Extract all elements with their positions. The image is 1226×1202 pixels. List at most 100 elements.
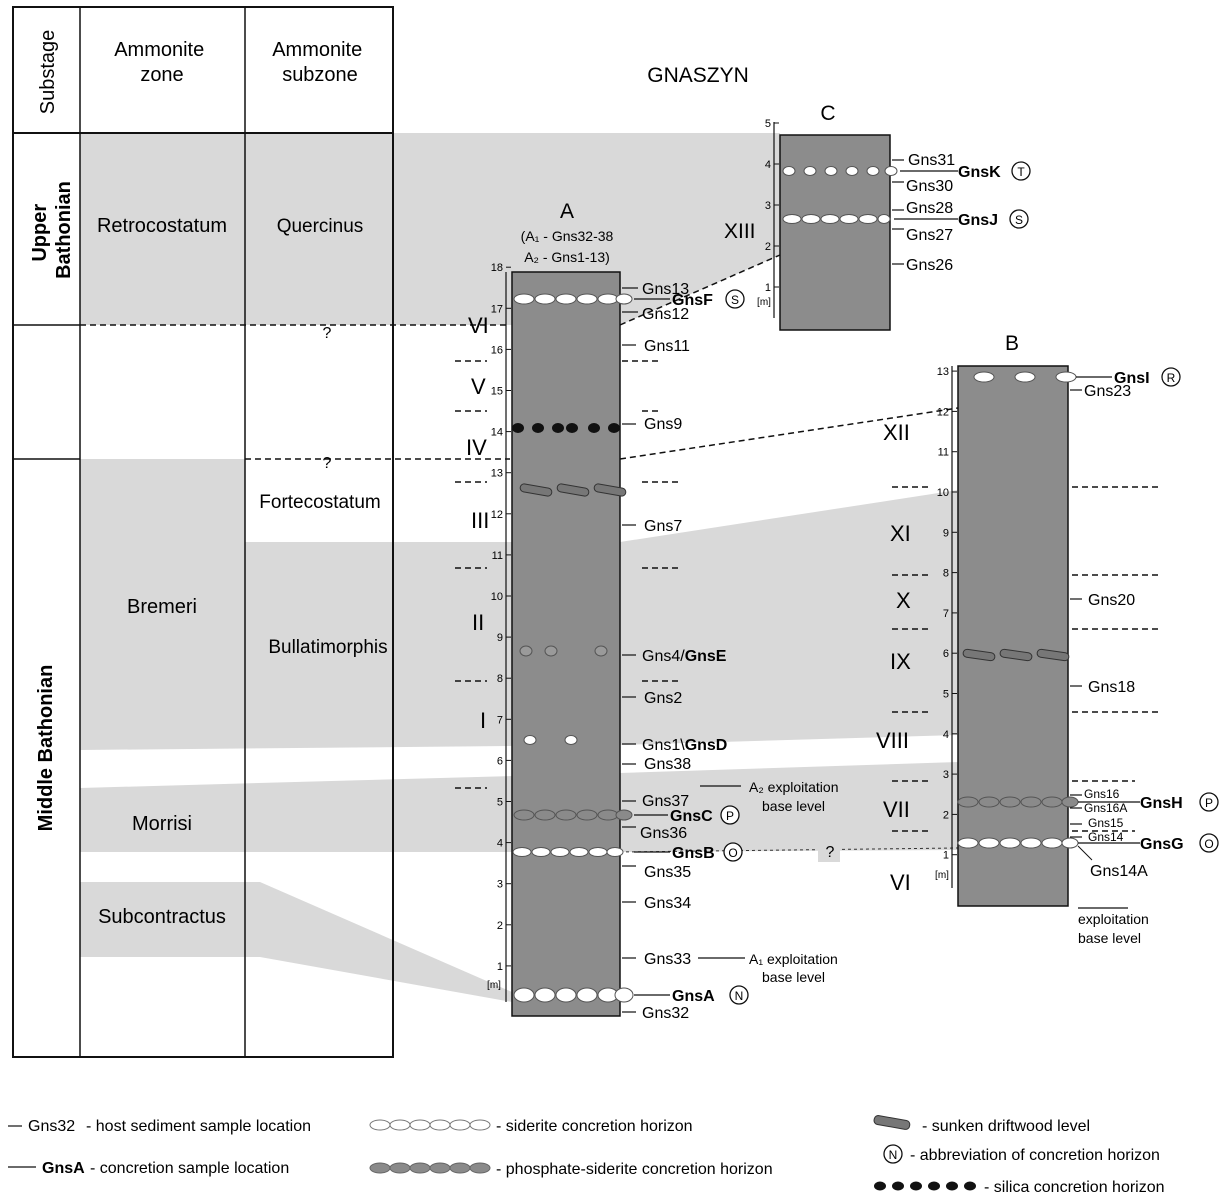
column-a-sublabel-1: (A₁ - Gns32-38 — [521, 228, 614, 244]
legend-siderite-symbol — [369, 1119, 491, 1131]
badge-gnsc: P — [720, 805, 740, 825]
concretion-gnsa: GnsA — [672, 988, 715, 1005]
horizon-gnsa — [513, 987, 634, 1003]
unit-b-vii: VII — [883, 797, 910, 822]
column-b — [957, 365, 1069, 907]
column-a-tick-label-7: 7 — [497, 714, 503, 726]
header-ammonite-subzone: Ammonite subzone — [272, 39, 368, 86]
concretion-gnsf: GnsF — [672, 292, 713, 309]
note-a1-line2: base level — [762, 969, 825, 985]
sample-gns7: Gns7 — [644, 518, 682, 535]
concretion-gnsi: GnsI — [1114, 370, 1150, 387]
horizon-gnsh — [957, 796, 1079, 808]
column-a-tick-label-5: 5 — [497, 797, 503, 809]
horizon-gnsb — [512, 847, 624, 857]
svg-text:N: N — [735, 989, 744, 1003]
column-a-sublabel-2: A₂ - Gns1-13) — [524, 249, 610, 265]
sample-gns1-gnsd: Gns1\GnsD — [642, 737, 727, 754]
svg-text:P: P — [726, 809, 734, 823]
query-mark-2: ? — [323, 455, 332, 472]
sample-gns16: Gns16 — [1084, 787, 1120, 801]
column-a-tick-label-3: 3 — [497, 879, 503, 891]
unit-a-v: V — [471, 374, 486, 399]
badge-gnsb: O — [723, 842, 743, 862]
sample-gns34: Gns34 — [644, 895, 691, 912]
column-a-tick-label-8: 8 — [497, 673, 503, 685]
sample-gns15: Gns15 — [1088, 816, 1124, 830]
zone-subcontractus: Subcontractus — [98, 906, 226, 928]
column-a-unit-boundaries — [455, 360, 678, 789]
column-c-sample-markers — [892, 159, 958, 265]
svg-text:P: P — [1205, 796, 1213, 810]
sample-gns14a: Gns14A — [1090, 863, 1148, 880]
driftwood-a — [519, 483, 627, 497]
column-b-tick-label-10: 10 — [937, 487, 949, 499]
unit-a-iii: III — [471, 508, 489, 533]
column-c-tick-label-5: 5 — [765, 118, 771, 130]
badge-gnsf: S — [725, 289, 745, 309]
sample-gns38: Gns38 — [644, 756, 691, 773]
horizon-gnsf — [513, 293, 633, 305]
subzone-fortecostatum: Fortecostatum — [259, 492, 380, 513]
column-b-tick-label-7: 7 — [943, 608, 949, 620]
column-b-tick-label-9: 9 — [943, 527, 949, 539]
legend-phosphate-symbol — [369, 1162, 491, 1174]
note-a2-line1: A₂ exploitation — [749, 779, 839, 795]
substage-upper-line2: Bathonian — [53, 181, 75, 279]
legend-host-code: Gns32 — [28, 1118, 75, 1135]
legend-concretion-code: GnsA — [42, 1160, 85, 1177]
sample-gns12: Gns12 — [642, 306, 689, 323]
column-a-tick-label-2: 2 — [497, 920, 503, 932]
column-b-tick-label-4: 4 — [943, 729, 949, 741]
column-b-tick-label-1: 1 — [943, 850, 949, 862]
legend: Gns32 - host sediment sample location Gn… — [8, 1115, 1165, 1196]
column-a — [511, 271, 621, 1017]
column-a-tick-label-17: 17 — [491, 303, 503, 315]
subzone-bullatimorphis: Bullatimorphis — [268, 637, 387, 658]
legend-concretion-text: - concretion sample location — [90, 1160, 289, 1177]
badge-gnsi: R — [1161, 367, 1181, 387]
zone-morrisi: Morrisi — [132, 813, 192, 835]
column-a-tick-label-18: 18 — [491, 262, 503, 274]
sample-gns28: Gns28 — [906, 200, 953, 217]
svg-text:O: O — [1204, 837, 1213, 851]
horizon-gnsk — [782, 166, 898, 176]
column-a-sample-markers — [622, 287, 745, 1013]
zone-retrocostatum: Retrocostatum — [97, 215, 227, 237]
column-a-tick-label-9: 9 — [497, 632, 503, 644]
concretion-gnsc: GnsC — [670, 808, 713, 825]
band-subcontractus — [80, 882, 512, 1002]
sample-gns11: Gns11 — [644, 338, 690, 355]
sample-gns37: Gns37 — [642, 793, 689, 810]
sample-gns23: Gns23 — [1084, 383, 1131, 400]
column-b-tick-label-2: 2 — [943, 809, 949, 821]
column-a-tick-label-10: 10 — [491, 591, 503, 603]
note-b-line1: exploitation — [1078, 911, 1149, 927]
unit-b-ix: IX — [890, 649, 911, 674]
sample-gns14: Gns14 — [1088, 830, 1124, 844]
column-b-label: B — [1005, 332, 1019, 355]
column-b-unit: [m] — [935, 870, 949, 881]
substage-middle-bathonian: Middle Bathonian — [35, 665, 57, 832]
figure-title: GNASZYN — [647, 64, 749, 87]
sample-gns2: Gns2 — [644, 690, 682, 707]
column-a-tick-label-14: 14 — [491, 427, 503, 439]
column-c-tick-label-4: 4 — [765, 159, 771, 171]
sample-gns26: Gns26 — [906, 257, 953, 274]
note-b-line2: base level — [1078, 930, 1141, 946]
horizon-silica-a — [512, 423, 620, 433]
sample-gns20: Gns20 — [1088, 592, 1135, 609]
sample-gns35: Gns35 — [644, 864, 691, 881]
column-a-tick-label-16: 16 — [491, 344, 503, 356]
column-a-tick-label-11: 11 — [492, 550, 503, 562]
zonation-table — [12, 6, 394, 1058]
query-mark-1: ? — [323, 325, 332, 342]
header-substage: Substage — [37, 30, 59, 115]
column-c — [779, 134, 891, 331]
sample-gns9: Gns9 — [644, 416, 682, 433]
sample-gns30: Gns30 — [906, 178, 953, 195]
substage-upper-line1: Upper — [29, 204, 51, 262]
unit-b-xii: XII — [883, 420, 910, 445]
